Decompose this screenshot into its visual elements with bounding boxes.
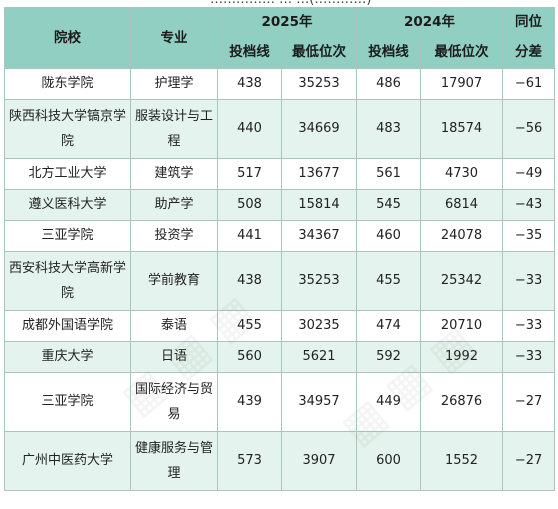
cell-major: 日语 xyxy=(130,341,218,373)
cell-cutoff-2024: 486 xyxy=(356,68,422,100)
table-row: 北方工业大学 建筑学 517 13677 561 4730 −49 xyxy=(4,158,556,190)
cell-min-rank-2024: 24078 xyxy=(420,220,504,252)
cell-major: 投资学 xyxy=(130,220,218,252)
table-row: 三亚学院 投资学 441 34367 460 24078 −35 xyxy=(4,220,556,252)
table-row: 三亚学院 国际经济与贸易 439 34957 449 26876 −27 xyxy=(4,372,556,432)
cell-cutoff-2024: 460 xyxy=(356,220,422,252)
header-rank-diff-bottom: 分差 xyxy=(502,35,556,69)
cell-school: 西安科技大学高新学院 xyxy=(4,251,131,311)
cell-school: 三亚学院 xyxy=(4,220,131,252)
cell-cutoff-2024: 449 xyxy=(356,372,422,432)
header-rank-diff-top: 同位 xyxy=(502,7,556,36)
cell-min-rank-2024: 18574 xyxy=(420,99,504,159)
table-row: 陕西科技大学镐京学院 服装设计与工程 440 34669 483 18574 −… xyxy=(4,99,556,159)
cell-school: 陇东学院 xyxy=(4,68,131,100)
cell-cutoff-2024: 483 xyxy=(356,99,422,159)
cell-school: 北方工业大学 xyxy=(4,158,131,190)
header-year-2025: 2025年 xyxy=(216,7,358,36)
cell-major: 建筑学 xyxy=(130,158,218,190)
cell-rank-diff: −43 xyxy=(502,189,556,221)
cell-rank-diff: −27 xyxy=(502,431,556,491)
cell-min-rank-2025: 34957 xyxy=(280,372,358,432)
cell-min-rank-2024: 4730 xyxy=(420,158,504,190)
cell-min-rank-2025: 34669 xyxy=(280,99,358,159)
cell-rank-diff: −56 xyxy=(502,99,556,159)
cell-cutoff-2025: 455 xyxy=(217,310,282,342)
cell-school: 陕西科技大学镐京学院 xyxy=(4,99,131,159)
cell-cutoff-2024: 474 xyxy=(356,310,422,342)
cell-min-rank-2024: 25342 xyxy=(420,251,504,311)
cell-cutoff-2025: 438 xyxy=(217,68,282,100)
cell-major: 泰语 xyxy=(130,310,218,342)
cell-major: 国际经济与贸易 xyxy=(130,372,218,432)
cropped-title-text: …………… … …(…………) xyxy=(210,0,371,7)
cell-major: 护理学 xyxy=(130,68,218,100)
header-cutoff-2024: 投档线 xyxy=(356,35,422,69)
cell-rank-diff: −35 xyxy=(502,220,556,252)
table-row: 西安科技大学高新学院 学前教育 438 35253 455 25342 −33 xyxy=(4,251,556,311)
cell-min-rank-2024: 1992 xyxy=(420,341,504,373)
table-row: 广州中医药大学 健康服务与管理 573 3907 600 1552 −27 xyxy=(4,431,556,491)
header-min-rank-2024: 最低位次 xyxy=(420,35,504,69)
cell-min-rank-2025: 15814 xyxy=(280,189,358,221)
cell-rank-diff: −33 xyxy=(502,310,556,342)
table-row: 陇东学院 护理学 438 35253 486 17907 −61 xyxy=(4,68,556,100)
table-row: 成都外国语学院 泰语 455 30235 474 20710 −33 xyxy=(4,310,556,342)
cropped-title-strip: …………… … …(…………) xyxy=(0,0,558,7)
header-min-rank-2025: 最低位次 xyxy=(280,35,358,69)
cell-rank-diff: −61 xyxy=(502,68,556,100)
cell-cutoff-2024: 592 xyxy=(356,341,422,373)
cell-cutoff-2025: 573 xyxy=(217,431,282,491)
admission-score-table: 院校 专业 2025年 2024年 同位 投档线 最低位次 投档线 最低位次 分… xyxy=(4,7,556,491)
cell-cutoff-2025: 517 xyxy=(217,158,282,190)
cell-min-rank-2025: 35253 xyxy=(280,68,358,100)
header-major: 专业 xyxy=(130,7,218,69)
cell-school: 重庆大学 xyxy=(4,341,131,373)
header-school: 院校 xyxy=(4,7,131,69)
cell-cutoff-2025: 438 xyxy=(217,251,282,311)
cell-rank-diff: −49 xyxy=(502,158,556,190)
cell-min-rank-2025: 5621 xyxy=(280,341,358,373)
header-year-2024: 2024年 xyxy=(356,7,504,36)
cell-min-rank-2025: 30235 xyxy=(280,310,358,342)
cell-cutoff-2025: 508 xyxy=(217,189,282,221)
cell-min-rank-2024: 1552 xyxy=(420,431,504,491)
header-cutoff-2025: 投档线 xyxy=(217,35,282,69)
cell-school: 广州中医药大学 xyxy=(4,431,131,491)
cell-school: 三亚学院 xyxy=(4,372,131,432)
cell-cutoff-2025: 441 xyxy=(217,220,282,252)
cell-cutoff-2024: 600 xyxy=(356,431,422,491)
cell-school: 遵义医科大学 xyxy=(4,189,131,221)
cell-cutoff-2024: 561 xyxy=(356,158,422,190)
cell-rank-diff: −33 xyxy=(502,341,556,373)
cell-cutoff-2025: 439 xyxy=(217,372,282,432)
cell-cutoff-2024: 545 xyxy=(356,189,422,221)
cell-major: 学前教育 xyxy=(130,251,218,311)
cell-major: 健康服务与管理 xyxy=(130,431,218,491)
cell-min-rank-2024: 6814 xyxy=(420,189,504,221)
cell-cutoff-2025: 440 xyxy=(217,99,282,159)
table-row: 重庆大学 日语 560 5621 592 1992 −33 xyxy=(4,341,556,373)
cell-min-rank-2025: 13677 xyxy=(280,158,358,190)
cell-min-rank-2025: 34367 xyxy=(280,220,358,252)
cell-min-rank-2025: 35253 xyxy=(280,251,358,311)
cell-min-rank-2024: 17907 xyxy=(420,68,504,100)
cell-rank-diff: −33 xyxy=(502,251,556,311)
cell-min-rank-2025: 3907 xyxy=(280,431,358,491)
cell-major: 服装设计与工程 xyxy=(130,99,218,159)
cell-rank-diff: −27 xyxy=(502,372,556,432)
cell-school: 成都外国语学院 xyxy=(4,310,131,342)
table-row: 遵义医科大学 助产学 508 15814 545 6814 −43 xyxy=(4,189,556,221)
cell-cutoff-2024: 455 xyxy=(356,251,422,311)
cell-min-rank-2024: 26876 xyxy=(420,372,504,432)
cell-major: 助产学 xyxy=(130,189,218,221)
cell-cutoff-2025: 560 xyxy=(217,341,282,373)
cell-min-rank-2024: 20710 xyxy=(420,310,504,342)
